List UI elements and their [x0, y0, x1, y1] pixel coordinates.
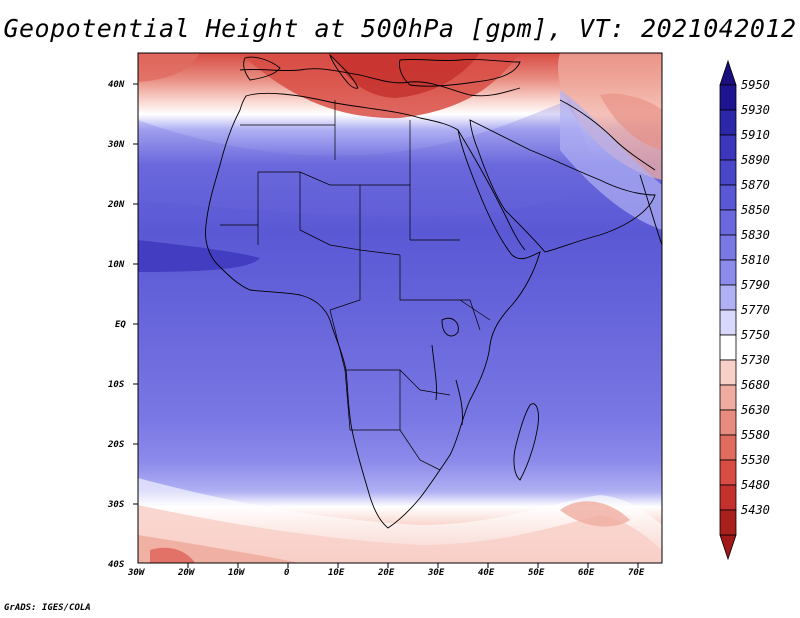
- colorbar-label: 5910: [741, 128, 770, 142]
- colorbar-bottom-arrow: [719, 534, 737, 561]
- colorbar-label: 5810: [741, 253, 770, 267]
- lat-label-30s: 30S: [107, 500, 125, 510]
- lon-label-50e: 50E: [528, 568, 545, 578]
- map-frame: [137, 52, 663, 564]
- lon-label-20w: 20W: [177, 568, 196, 578]
- colorbar-label: 5890: [741, 153, 770, 167]
- lat-label-eq: EQ: [115, 320, 126, 330]
- coastlines: [205, 53, 662, 529]
- colorbar-label: 5790: [741, 278, 770, 292]
- colorbar-label: 5950: [741, 78, 770, 92]
- lat-label-10s: 10S: [108, 380, 125, 390]
- colorbar-swatch: [719, 509, 737, 536]
- colorbar-label: 5580: [741, 428, 770, 442]
- colorbar-swatch: [719, 259, 737, 286]
- colorbar-swatch: [719, 284, 737, 311]
- latitude-axis: 40N 30N 20N 10N EQ 10S 20S 30S 40S: [107, 80, 138, 570]
- colorbar-label: 5750: [741, 328, 770, 342]
- lon-label-10e: 10E: [328, 568, 345, 578]
- colorbar-label: 5850: [741, 203, 770, 217]
- lon-label-40e: 40E: [478, 568, 495, 578]
- colorbar-swatch: [719, 159, 737, 186]
- lon-label-0: 0: [284, 568, 290, 578]
- colorbar-label: 5730: [741, 353, 770, 367]
- country-borders: [220, 100, 491, 471]
- height-field: [138, 53, 662, 563]
- colorbar-label: 5630: [741, 403, 770, 417]
- lon-label-30e: 30E: [427, 568, 445, 578]
- colorbar-swatch: [719, 334, 737, 361]
- longitude-axis: 30W 20W 10W 0 10E 20E 30E 40E 50E 60E 70…: [127, 563, 645, 578]
- lon-label-70e: 70E: [628, 568, 645, 578]
- colorbar-top-arrow: [719, 59, 737, 86]
- colorbar: 5950 5930 5910 5890 5870 5850 5830 5810 5790 5770…: [719, 59, 770, 561]
- colorbar-label: 5930: [741, 103, 770, 117]
- lat-label-10n: 10N: [108, 260, 125, 270]
- colorbar-swatch: [719, 184, 737, 211]
- colorbar-label: 5770: [741, 303, 770, 317]
- colorbar-swatch: [719, 109, 737, 136]
- lat-label-20s: 20S: [107, 440, 125, 450]
- colorbar-label: 5530: [741, 453, 770, 467]
- colorbar-swatch: [719, 234, 737, 261]
- colorbar-swatch: [719, 484, 737, 511]
- lat-label-30n: 30N: [107, 140, 125, 150]
- colorbar-swatch: [719, 459, 737, 486]
- lon-label-10w: 10W: [228, 568, 246, 578]
- colorbar-swatch: [719, 434, 737, 461]
- grads-credit: GrADS: IGES/COLA: [4, 603, 91, 613]
- colorbar-label: 5430: [741, 503, 770, 517]
- colorbar-swatch: [719, 134, 737, 161]
- colorbar-swatch: [719, 409, 737, 436]
- lon-label-60e: 60E: [578, 568, 595, 578]
- lat-label-20n: 20N: [107, 200, 125, 210]
- colorbar-swatch: [719, 209, 737, 236]
- colorbar-swatch: [719, 84, 737, 111]
- lat-label-40n: 40N: [108, 80, 125, 90]
- lon-label-20e: 20E: [377, 568, 395, 578]
- colorbar-label: 5870: [741, 178, 770, 192]
- colorbar-swatch: [719, 359, 737, 386]
- map-title: Geopotential Height at 500hPa [gpm], VT:…: [3, 14, 797, 43]
- colorbar-swatch: [719, 309, 737, 336]
- lat-label-40s: 40S: [108, 560, 125, 570]
- colorbar-swatch: [719, 384, 737, 411]
- lon-label-30w: 30W: [127, 568, 146, 578]
- colorbar-label: 5680: [741, 378, 770, 392]
- colorbar-label: 5480: [741, 478, 770, 492]
- colorbar-label: 5830: [741, 228, 770, 242]
